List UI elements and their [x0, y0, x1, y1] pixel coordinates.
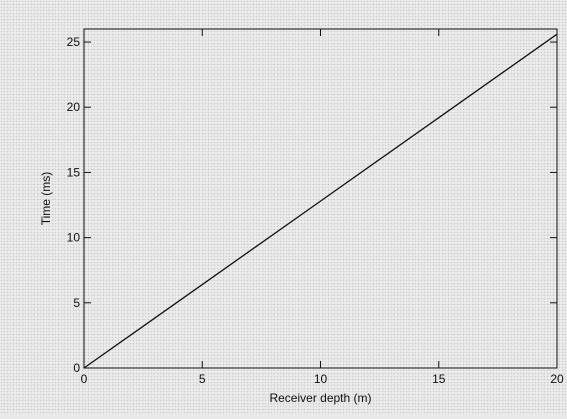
x-tick-label: 10 [314, 372, 328, 386]
ticks: 0 5 10 15 20 0 5 10 15 20 25 [67, 29, 564, 386]
y-tick-label: 10 [67, 231, 81, 245]
y-axis-label: Time (ms) [39, 172, 53, 226]
x-axis-label: Receiver depth (m) [269, 391, 371, 405]
y-tick-label: 25 [67, 35, 81, 49]
series-layer [83, 33, 558, 369]
y-tick-label: 20 [67, 100, 81, 114]
x-tick-label: 20 [550, 372, 564, 386]
data-line [83, 33, 558, 369]
y-tick-label: 5 [73, 296, 80, 310]
x-tick-label: 5 [199, 372, 206, 386]
x-tick-label: 15 [432, 372, 446, 386]
y-tick-label: 0 [73, 361, 80, 375]
x-tick-label: 0 [81, 372, 88, 386]
y-tick-label: 15 [67, 165, 81, 179]
